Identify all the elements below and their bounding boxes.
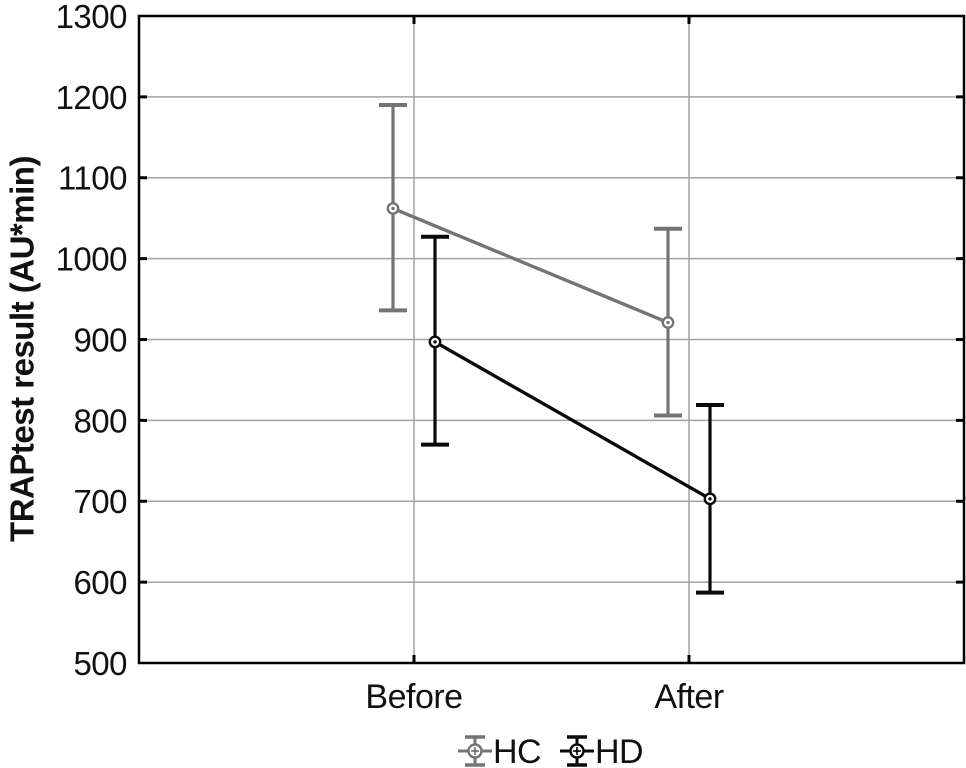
x-category-label: Before (365, 678, 462, 716)
series-HD (421, 234, 724, 595)
gridlines (139, 16, 964, 663)
y-tick-label: 1200 (56, 79, 128, 116)
legend-label-HD: HD (595, 733, 643, 768)
y-tick-label: 700 (73, 483, 127, 520)
y-tick-label: 1000 (56, 241, 128, 278)
marker-dot (666, 320, 670, 325)
y-tick-label: 900 (73, 321, 127, 358)
x-category-label: After (654, 678, 723, 716)
series-line-HC (392, 206, 669, 325)
legend-item-HD: HD (560, 733, 644, 768)
series-HC (379, 102, 682, 418)
y-axis-title: TRAPtest result (AU*min) (3, 156, 41, 542)
marker-dot (391, 206, 395, 211)
y-tick-label: 600 (73, 564, 127, 601)
y-tick-labels: 500 600 700 800 900 1000 1100 1200 1300 (56, 0, 128, 682)
legend-marker-dot-icon (575, 749, 579, 753)
legend-marker-dot-icon (473, 749, 477, 753)
legend: HC HD (458, 733, 644, 768)
y-tick-label: 500 (73, 645, 127, 682)
x-category-labels: Before After (365, 678, 724, 716)
legend-label-HC: HC (493, 733, 541, 768)
marker-dot (708, 497, 712, 501)
y-tick-label: 800 (73, 402, 127, 439)
legend-item-HC: HC (458, 733, 542, 768)
y-tick-label: 1300 (56, 0, 128, 35)
series-line-HD (434, 340, 711, 501)
marker-dot (433, 340, 437, 344)
y-tick-label: 1100 (58, 160, 127, 197)
axis-ticks (139, 16, 964, 663)
